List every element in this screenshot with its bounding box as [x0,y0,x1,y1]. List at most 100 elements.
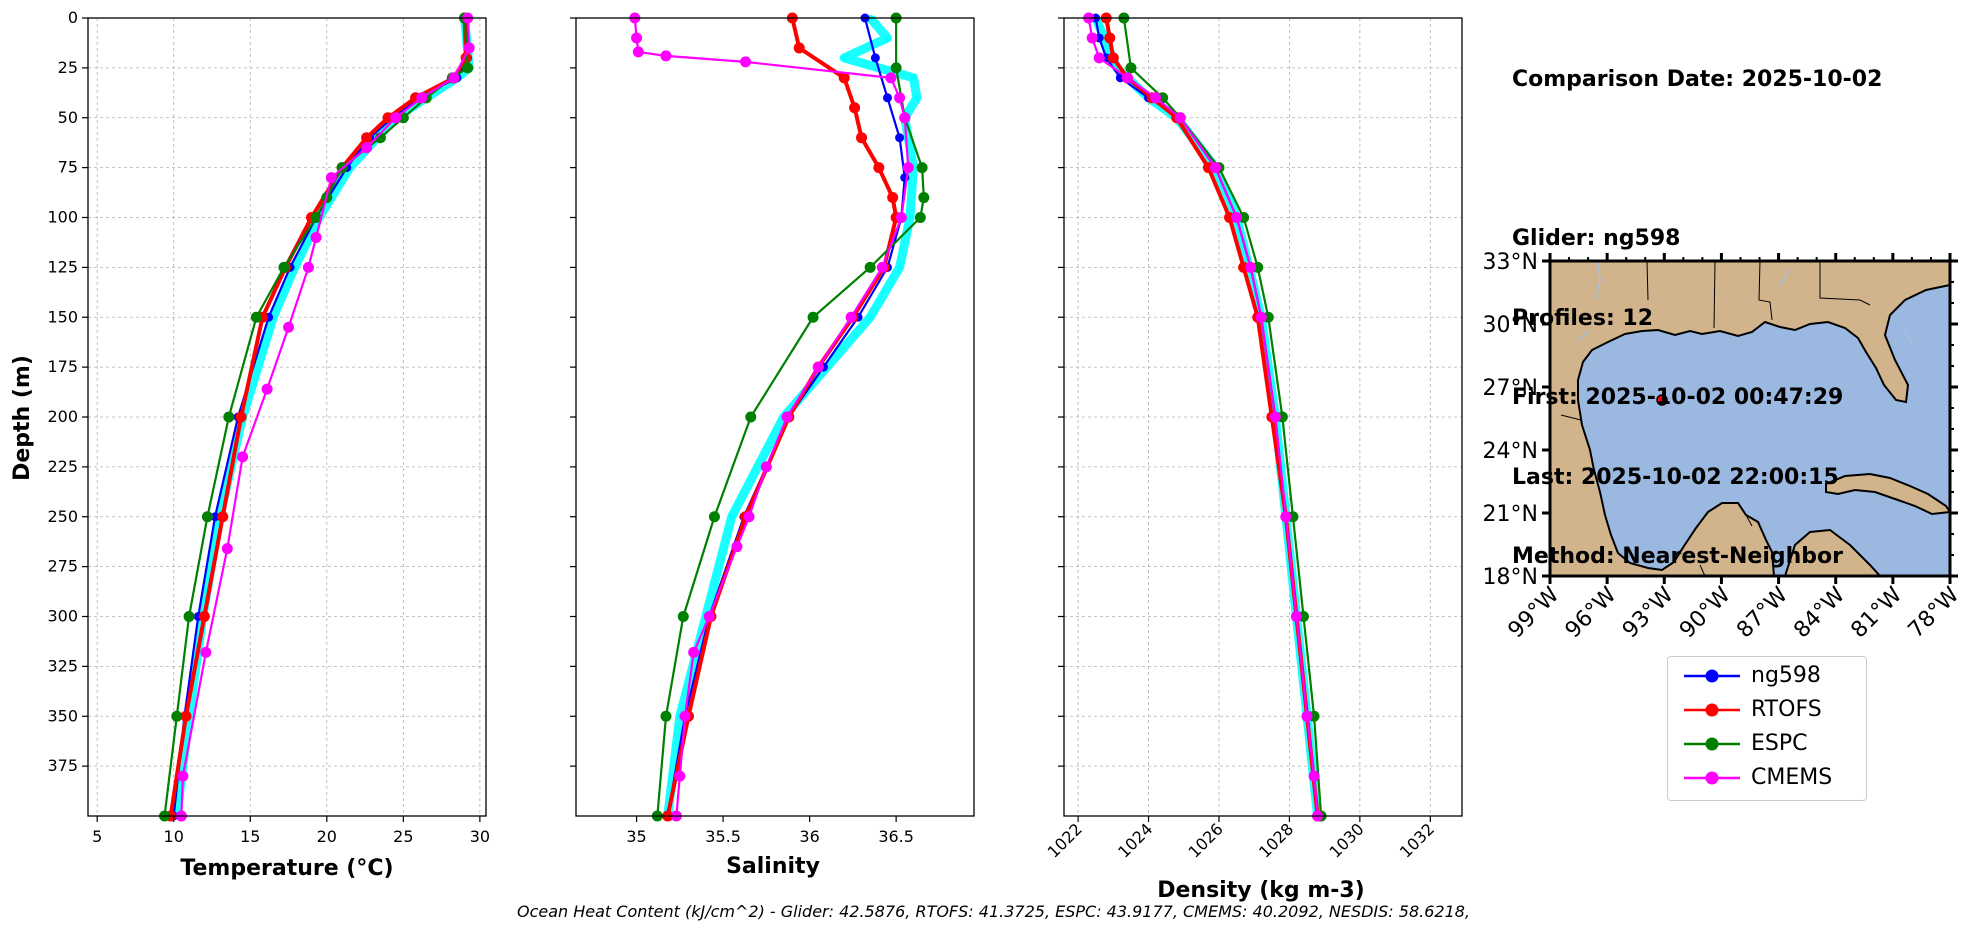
series-point-cmems [895,212,907,223]
glider-profile-point [867,314,874,321]
glider-profile-point [913,94,920,101]
series-point-rtofs [873,162,885,174]
series-point-cmems [390,112,402,124]
series-line-cmems [633,17,910,817]
profile-count: Profiles: 12 [1512,305,1654,331]
series-point-cmems [361,142,373,154]
lat-tick-label: 24°N [1483,439,1538,464]
series-point-rtofs [180,710,192,722]
series-point-ng598 [870,53,880,63]
glider-profile-point [906,214,913,221]
series-point-cmems [743,511,755,523]
y-tick-label: 100 [47,208,78,227]
y-tick-label: 250 [47,507,78,526]
legend-swatch-espc [1684,737,1740,751]
series-point-cmems [261,383,273,395]
axes-frame [575,17,975,817]
series-point-cmems [1086,32,1098,44]
series-point-rtofs [1107,52,1119,64]
series-point-cmems [283,321,295,333]
series-point-cmems [1231,212,1243,223]
glider-profile-point [728,513,735,520]
lat-tick-label: 30°N [1483,313,1538,338]
series-point-espc [916,162,928,174]
series-point-cmems [177,770,189,782]
y-tick-label: 0 [68,8,78,27]
series-point-cmems [674,770,686,782]
x-tick-label: 36.5 [878,827,914,846]
series-point-cmems [731,541,743,553]
y-tick-label: 50 [58,108,78,127]
series-point-cmems [448,72,460,84]
glider-profile-point [910,74,917,81]
series-point-cmems [1093,52,1105,64]
series-point-cmems [1245,261,1257,273]
series-point-cmems [679,710,691,722]
series-point-cmems [885,72,897,84]
first-time: First: 2025-10-02 00:47:29 [1512,385,1844,410]
x-tick-label: 1032 [1396,819,1438,861]
lon-tick-label: 78°W [1904,582,1965,643]
comparison-date: Comparison Date: 2025-10-02 [1512,67,1883,92]
series-point-cmems [781,411,793,423]
series-point-cmems [876,261,888,273]
y-tick-label: 125 [47,257,78,276]
series-point-cmems [416,92,428,104]
x-tick-label: 15 [240,827,260,846]
x-tick-label: 25 [393,827,413,846]
x-tick-label: 10 [164,827,184,846]
series-point-espc [918,192,930,204]
series-point-espc [462,62,474,74]
y-tick-label: 25 [58,58,78,77]
series-point-espc [890,62,902,74]
legend-label: CMEMS [1751,765,1833,790]
series-point-cmems [463,42,475,54]
series-point-rtofs [361,132,373,144]
series-point-espc [708,511,720,523]
glider-profile-point [896,264,903,271]
series-point-rtofs [856,132,868,144]
series-point-cmems [845,311,857,323]
series-point-espc [201,511,213,523]
lat-tick-label: 27°N [1483,376,1538,401]
series-point-cmems [631,32,643,44]
density-panel: 1022 1024 1026 1028 1030 1032 [1044,12,1463,862]
series-point-espc [278,261,290,273]
series-line-cmems [1087,17,1319,817]
series-point-rtofs [887,192,899,204]
map-land-north [1550,261,1950,576]
series-point-espc [1125,62,1137,74]
x-tick-label: 1022 [1044,819,1086,861]
series-point-cmems [1150,92,1162,104]
series-point-cmems [688,646,700,658]
map-land-cuba [1825,472,1950,516]
glider-location-marker [1656,394,1668,406]
series-point-espc [310,212,322,223]
y-tick-label: 275 [47,557,78,576]
series-point-rtofs [198,611,210,622]
temperature-panel: 0 25 50 75 100 125 150 175 200 225 250 275 300 325 350… [47,8,490,846]
series-point-ng598 [210,512,220,522]
legend-label: ng598 [1751,663,1821,688]
series-point-ng598 [895,133,905,143]
series-point-rtofs [217,511,229,523]
legend-swatch-cmems [1684,771,1740,785]
series-point-cmems [660,50,672,62]
series-point-cmems [310,231,322,243]
x-tick-label: 36 [799,827,819,846]
series-point-cmems [1290,611,1302,622]
salinity-panel: 35 35.5 36 36.5 [570,12,975,846]
x-tick-label: 35 [626,827,646,846]
legend-label: ESPC [1751,731,1808,756]
series-point-cmems [812,361,824,373]
series-point-espc [660,710,672,722]
map-borders [1560,261,1871,576]
last-time: Last: 2025-10-02 22:00:15 [1512,464,1839,490]
series-point-cmems [1280,511,1292,523]
x-tick-label: 30 [470,827,490,846]
map-land-caribbean [1783,528,1882,576]
legend-item-espc: ESPC [1676,727,1861,761]
series-point-cmems [740,56,752,68]
y-tick-label: 175 [47,357,78,376]
